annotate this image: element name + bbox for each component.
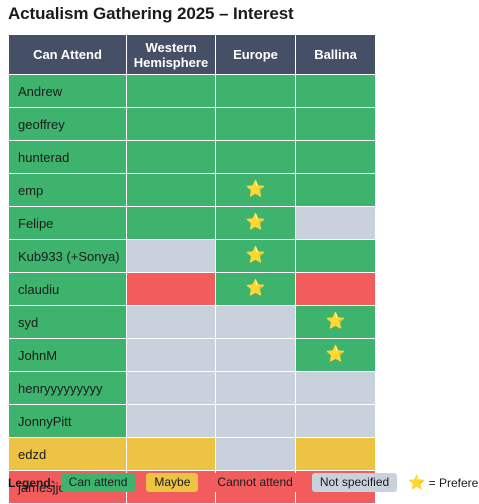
table-row: geoffrey — [8, 107, 376, 141]
status-cell — [295, 173, 376, 207]
status-cell: ⭐ — [295, 338, 376, 372]
legend-chips: Can attend Maybe Cannot attend Not specifie… — [60, 473, 409, 492]
attendee-name: Felipe — [8, 206, 127, 240]
status-cell — [126, 239, 216, 273]
star-icon: ⭐ — [245, 214, 266, 231]
attendee-name: claudiu — [8, 272, 127, 306]
table-row: syd ⭐ — [8, 305, 376, 339]
attendee-name: JonnyPitt — [8, 404, 127, 438]
table-row: Andrew — [8, 74, 376, 108]
status-cell — [295, 272, 376, 306]
table-row: emp ⭐ — [8, 173, 376, 207]
status-cell — [295, 437, 376, 471]
table-row: claudiu ⭐ — [8, 272, 376, 306]
legend-item: Maybe — [146, 473, 199, 492]
attendee-name: emp — [8, 173, 127, 207]
star-icon: ⭐ — [245, 247, 266, 264]
attendee-name: henryyyyyyyyy — [8, 371, 127, 405]
star-icon: ⭐ — [245, 181, 266, 198]
attendee-name: Kub933 (+Sonya) — [8, 239, 127, 273]
status-cell — [295, 239, 376, 273]
legend-preference-label: = Preference — [428, 475, 479, 490]
table-body: Andrew geoffrey hunterad emp ⭐ Felipe ⭐ Kub933 … — [8, 74, 376, 504]
status-cell — [295, 74, 376, 108]
attendee-name: geoffrey — [8, 107, 127, 141]
legend-item: Can attend — [60, 473, 136, 492]
status-cell: ⭐ — [295, 305, 376, 339]
column-header: Can Attend — [8, 34, 127, 75]
column-header: Europe — [215, 34, 296, 75]
status-cell — [295, 140, 376, 174]
attendee-name: syd — [8, 305, 127, 339]
status-cell — [126, 272, 216, 306]
status-cell — [295, 371, 376, 405]
status-cell — [126, 305, 216, 339]
legend-title: Legend: — [8, 475, 55, 490]
attendee-name: hunterad — [8, 140, 127, 174]
status-cell — [215, 404, 296, 438]
table-row: JonnyPitt — [8, 404, 376, 438]
status-cell: ⭐ — [215, 206, 296, 240]
table-row: hunterad — [8, 140, 376, 174]
attendee-name: JohnM — [8, 338, 127, 372]
attendee-name: Andrew — [8, 74, 127, 108]
status-cell — [215, 338, 296, 372]
status-cell — [126, 173, 216, 207]
status-cell: ⭐ — [215, 272, 296, 306]
status-cell — [215, 437, 296, 471]
table-row: henryyyyyyyyy — [8, 371, 376, 405]
status-cell — [126, 371, 216, 405]
status-cell: ⭐ — [215, 173, 296, 207]
status-cell — [126, 404, 216, 438]
status-cell — [126, 206, 216, 240]
status-cell: ⭐ — [215, 239, 296, 273]
table-row: edzd — [8, 437, 376, 471]
table-row: Felipe ⭐ — [8, 206, 376, 240]
status-cell — [215, 107, 296, 141]
status-cell — [126, 74, 216, 108]
page-title: Actualism Gathering 2025 – Interest — [8, 4, 294, 23]
table-row: Kub933 (+Sonya) ⭐ — [8, 239, 376, 273]
star-icon: ⭐ — [325, 313, 346, 330]
status-cell — [215, 305, 296, 339]
column-header: Ballina — [295, 34, 376, 75]
status-cell — [215, 74, 296, 108]
status-cell — [295, 107, 376, 141]
legend: Legend: Can attend Maybe Cannot attend Not … — [8, 473, 479, 492]
status-cell — [215, 371, 296, 405]
star-icon: ⭐ — [325, 346, 346, 363]
status-cell — [126, 338, 216, 372]
attendee-name: edzd — [8, 437, 127, 471]
legend-item: Not specified — [311, 473, 398, 492]
legend-item: Cannot attend — [209, 473, 301, 492]
column-header: Western Hemisphere — [126, 34, 216, 75]
status-cell — [215, 140, 296, 174]
table-row: JohnM ⭐ — [8, 338, 376, 372]
status-cell — [126, 107, 216, 141]
status-cell — [126, 140, 216, 174]
status-cell — [295, 206, 376, 240]
star-icon: ⭐ — [245, 280, 266, 297]
star-icon: ⭐ — [408, 474, 426, 490]
attendance-table: Can Attend Western Hemisphere Europe Ballina… — [8, 34, 376, 504]
table-header-row: Can Attend Western Hemisphere Europe Ballina — [8, 34, 376, 75]
status-cell — [295, 404, 376, 438]
status-cell — [126, 437, 216, 471]
